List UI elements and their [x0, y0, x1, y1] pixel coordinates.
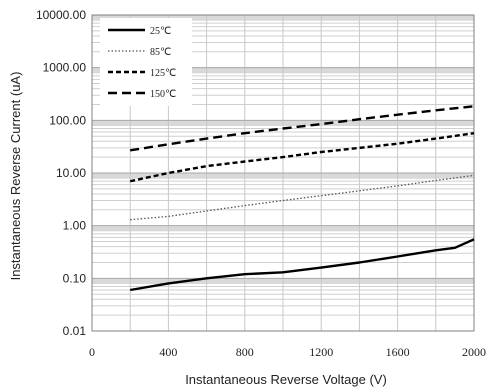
y-tick-labels: 0.01 0.10 1.00 10.00 100.00 1000.00 10000.00: [36, 8, 86, 338]
y-tick-label: 1.00: [63, 219, 87, 233]
y-tick-label: 0.10: [63, 271, 87, 285]
axes: [91, 14, 475, 332]
legend-box: [100, 18, 192, 106]
series-line-4: [130, 105, 475, 152]
x-tick-label: 400: [159, 345, 177, 359]
x-tick-label: 0: [89, 345, 95, 359]
x-tick-label: 1200: [309, 345, 333, 359]
legend-label-3: 125℃: [150, 68, 176, 79]
y-tick-label: 1000.00: [43, 61, 87, 75]
series-line-1: [129, 238, 475, 292]
y-tick-label: 100.00: [49, 113, 86, 127]
x-tick-labels: 0 400 800 1200 1600 2000: [89, 345, 486, 359]
x-axis-label: Instantaneous Reverse Voltage (V): [185, 372, 387, 387]
legend-label-2: 85℃: [150, 47, 171, 58]
series-line-3: [129, 132, 475, 183]
grid: [92, 14, 474, 332]
series-lines: [129, 105, 475, 292]
legend-label-1: 25℃: [150, 26, 171, 37]
legend-label-4: 150℃: [150, 89, 176, 100]
plot-frame: [91, 14, 475, 332]
y-tick-label: 10.00: [56, 166, 86, 180]
y-tick-label: 0.01: [63, 324, 87, 338]
x-tick-label: 1600: [386, 345, 410, 359]
x-tick-label: 800: [236, 345, 254, 359]
x-tick-label: 2000: [462, 345, 486, 359]
legend: 25℃ 85℃ 125℃ 150℃: [100, 18, 192, 106]
y-tick-label: 10000.00: [36, 8, 86, 22]
y-axis-label: Instantaneous Reverse Current (uA): [8, 72, 23, 281]
